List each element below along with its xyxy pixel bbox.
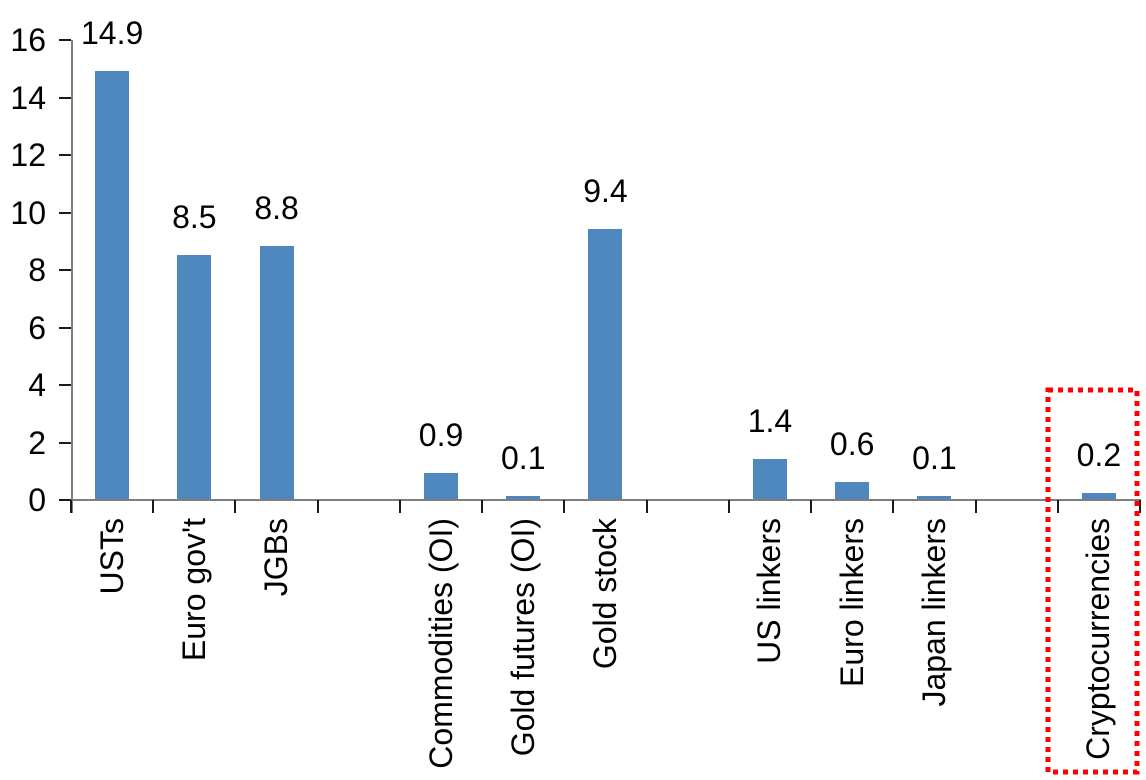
value-label-usts: 14.9	[80, 14, 144, 51]
value-label-jgbs: 8.8	[254, 190, 299, 226]
x-axis-line	[59, 499, 1141, 501]
x-tick-mark	[152, 500, 155, 513]
value-label-cryptocurrencies: 0.2	[1076, 437, 1122, 474]
bar-cryptocurrencies	[1081, 493, 1116, 499]
bar-jgbs	[259, 246, 294, 499]
x-axis-label-text-japan-linkers: Japan linkers	[915, 518, 952, 707]
highlight-box-outline	[1045, 387, 1140, 775]
bar-commodities-oi	[424, 473, 459, 499]
x-tick-mark	[70, 500, 72, 513]
y-tick-label: 10	[10, 194, 46, 231]
x-axis-label-text-gold-futures-oi: Gold futures (OI)	[504, 518, 541, 757]
bar-gold-futures-oi	[506, 496, 541, 499]
x-tick-mark	[481, 500, 484, 513]
y-tick-mark	[59, 499, 71, 501]
x-axis-label-usts: USTs	[71, 518, 153, 778]
y-tick-label: 6	[28, 309, 46, 346]
y-tick-label: 14	[10, 79, 46, 116]
x-axis-label-japan-linkers: Japan linkers	[893, 518, 975, 778]
x-tick-mark	[727, 500, 730, 513]
y-tick-mark	[59, 211, 71, 214]
value-label-gold-futures-oi: 0.1	[501, 440, 546, 477]
value-label-japan-linkers: 0.1	[912, 440, 957, 477]
x-axis-label-text-us-linkers: US linkers	[751, 518, 788, 664]
x-tick-mark	[563, 500, 566, 513]
x-tick-mark	[645, 500, 648, 513]
y-tick-label: 16	[10, 22, 46, 58]
y-tick-mark	[59, 326, 71, 329]
y-tick-label: 0	[28, 482, 46, 518]
highlight-box-cryptocurrencies	[1045, 387, 1140, 775]
y-axis-line	[71, 40, 73, 513]
y-tick-mark	[59, 39, 71, 41]
x-tick-mark	[1138, 500, 1141, 513]
value-label-euro-linkers: 0.6	[829, 425, 875, 462]
value-label-euro-gov-t: 8.5	[172, 198, 217, 235]
x-tick-mark	[398, 500, 401, 513]
y-tick-mark	[59, 96, 71, 99]
x-tick-mark	[1056, 500, 1059, 513]
x-tick-mark	[234, 500, 237, 513]
y-tick-label: 8	[28, 252, 46, 288]
bar-us-linkers	[752, 458, 787, 499]
y-tick-mark	[59, 154, 71, 156]
bar-gold-stock	[588, 228, 623, 499]
x-axis-label-commodities-oi: Commodities (OI)	[400, 518, 482, 778]
value-label-gold-stock: 9.4	[583, 172, 628, 209]
x-axis-label-text-usts: USTs	[93, 518, 130, 595]
x-axis-label-text-euro-linkers: Euro linkers	[833, 518, 870, 687]
bar-euro-linkers	[835, 481, 870, 499]
bar-usts	[95, 70, 130, 499]
bar-euro-gov-t	[177, 254, 212, 499]
y-tick-label: 12	[10, 137, 46, 173]
y-tick-mark	[59, 384, 71, 386]
y-tick-mark	[59, 441, 71, 444]
y-tick-label: 2	[28, 424, 46, 461]
x-axis-label-text-gold-stock: Gold stock	[586, 518, 623, 670]
y-tick-mark	[59, 269, 71, 271]
bar-japan-linkers	[917, 496, 952, 499]
x-axis-label-text-jgbs: JGBs	[258, 518, 295, 597]
y-tick-label: 4	[28, 367, 46, 403]
x-tick-mark	[892, 500, 895, 513]
x-axis-label-gold-futures-oi: Gold futures (OI)	[482, 518, 564, 778]
x-axis-label-gold-stock: Gold stock	[564, 518, 646, 778]
x-axis-label-jgbs: JGBs	[235, 518, 317, 778]
x-axis-label-us-linkers: US linkers	[729, 518, 811, 778]
x-tick-mark	[316, 500, 319, 513]
value-label-us-linkers: 1.4	[747, 402, 793, 439]
x-axis-label-euro-gov-t: Euro gov't	[153, 518, 235, 778]
value-label-commodities-oi: 0.9	[418, 417, 464, 454]
x-axis-label-text-commodities-oi: Commodities (OI)	[422, 518, 459, 769]
x-axis-label-text-euro-gov-t: Euro gov't	[175, 518, 212, 662]
x-axis-label-euro-linkers: Euro linkers	[811, 518, 893, 778]
x-tick-mark	[810, 500, 813, 513]
x-tick-mark	[974, 500, 977, 513]
